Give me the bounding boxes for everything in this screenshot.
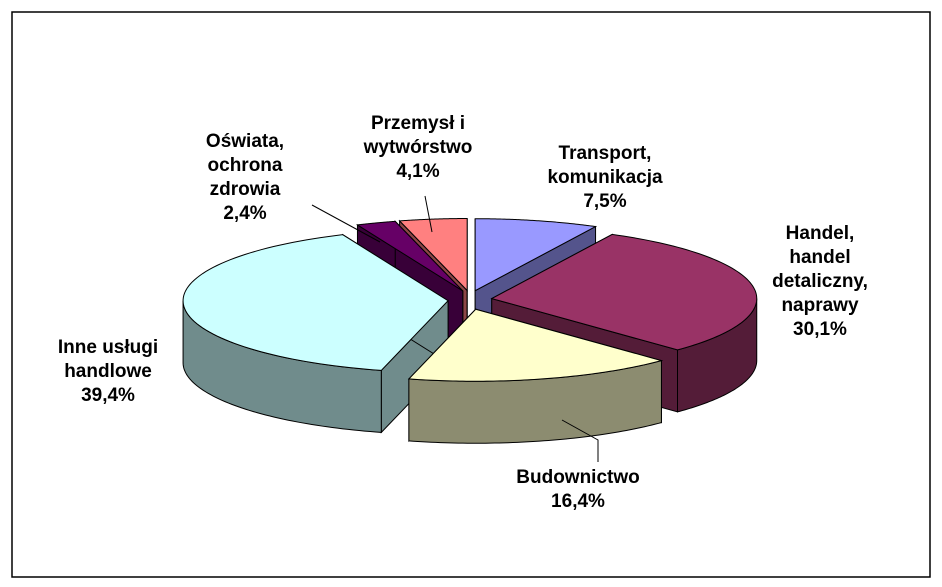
slice-label: Transport, komunikacja 7,5% bbox=[547, 142, 662, 214]
slice-top bbox=[182, 234, 449, 371]
leader-line bbox=[311, 204, 381, 243]
value-label: 4,1% bbox=[396, 161, 440, 182]
slice-top bbox=[355, 220, 464, 292]
pie-slice bbox=[407, 307, 664, 444]
slice-label: Budownictwo 16,4% bbox=[516, 466, 639, 514]
category-label: Oświata, ochrona zdrowia bbox=[205, 131, 285, 200]
value-label: 2,4% bbox=[223, 203, 267, 224]
value-label: 39,4% bbox=[81, 385, 135, 406]
value-label: 7,5% bbox=[583, 191, 627, 212]
slice-label: Oświata, ochrona zdrowia 2,4% bbox=[206, 130, 284, 226]
pie bbox=[182, 218, 758, 444]
slice-label: Inne usługi handlowe 39,4% bbox=[58, 336, 158, 408]
category-label: Inne usługi handlowe bbox=[57, 337, 159, 382]
leader-line bbox=[424, 195, 433, 233]
slice-top bbox=[398, 218, 468, 292]
leader-line bbox=[561, 419, 599, 462]
leader-lines bbox=[311, 195, 599, 462]
category-label: Budownictwo bbox=[516, 467, 640, 488]
slice-top bbox=[474, 218, 598, 292]
value-label: 16,4% bbox=[551, 491, 605, 512]
pie-slice bbox=[182, 233, 449, 434]
value-label: 30,1% bbox=[793, 319, 847, 340]
slice-label: Przemysł i wytwórstwo 4,1% bbox=[364, 112, 473, 184]
chart-frame bbox=[11, 11, 931, 578]
slice-top bbox=[490, 233, 758, 351]
category-label: Transport, komunikacja bbox=[547, 143, 663, 188]
slice-top bbox=[407, 308, 664, 382]
category-label: Handel, handel detaliczny, naprawy bbox=[772, 223, 868, 316]
slice-label: Handel, handel detaliczny, naprawy 30,1% bbox=[772, 222, 868, 342]
category-label: Przemysł i wytwórstwo bbox=[363, 113, 473, 158]
